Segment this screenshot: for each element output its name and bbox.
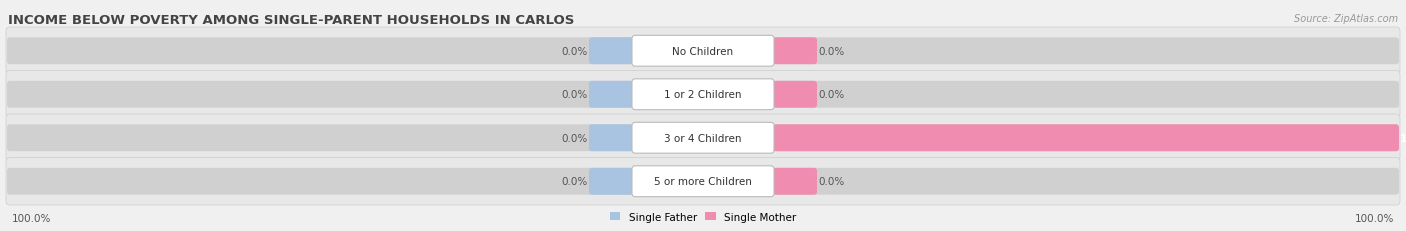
FancyBboxPatch shape [773,82,817,108]
Legend: Single Father, Single Mother: Single Father, Single Mother [606,208,800,226]
FancyBboxPatch shape [773,168,1399,195]
FancyBboxPatch shape [7,38,633,65]
Text: 100.0%: 100.0% [1400,133,1406,143]
FancyBboxPatch shape [633,166,773,197]
Text: Source: ZipAtlas.com: Source: ZipAtlas.com [1294,14,1398,24]
FancyBboxPatch shape [589,168,633,195]
Text: 0.0%: 0.0% [562,133,588,143]
Text: 0.0%: 0.0% [818,90,844,100]
FancyBboxPatch shape [6,28,1400,75]
Text: 100.0%: 100.0% [1354,213,1393,223]
Text: 0.0%: 0.0% [562,90,588,100]
Text: No Children: No Children [672,47,734,57]
Text: 0.0%: 0.0% [562,47,588,57]
Text: 1 or 2 Children: 1 or 2 Children [664,90,742,100]
Text: 5 or more Children: 5 or more Children [654,176,752,186]
FancyBboxPatch shape [633,123,773,154]
FancyBboxPatch shape [589,82,633,108]
FancyBboxPatch shape [773,38,1399,65]
FancyBboxPatch shape [7,168,633,195]
FancyBboxPatch shape [773,168,817,195]
FancyBboxPatch shape [6,158,1400,205]
FancyBboxPatch shape [633,79,773,110]
Text: INCOME BELOW POVERTY AMONG SINGLE-PARENT HOUSEHOLDS IN CARLOS: INCOME BELOW POVERTY AMONG SINGLE-PARENT… [8,14,575,27]
FancyBboxPatch shape [589,125,633,152]
FancyBboxPatch shape [589,38,633,65]
FancyBboxPatch shape [7,125,633,152]
FancyBboxPatch shape [633,36,773,67]
FancyBboxPatch shape [6,71,1400,119]
FancyBboxPatch shape [773,125,1399,152]
FancyBboxPatch shape [773,38,817,65]
FancyBboxPatch shape [6,115,1400,162]
Text: 100.0%: 100.0% [13,213,52,223]
Text: 0.0%: 0.0% [562,176,588,186]
FancyBboxPatch shape [7,82,633,108]
Text: 3 or 4 Children: 3 or 4 Children [664,133,742,143]
FancyBboxPatch shape [773,125,1399,152]
Text: 0.0%: 0.0% [818,176,844,186]
Text: 0.0%: 0.0% [818,47,844,57]
FancyBboxPatch shape [773,82,1399,108]
